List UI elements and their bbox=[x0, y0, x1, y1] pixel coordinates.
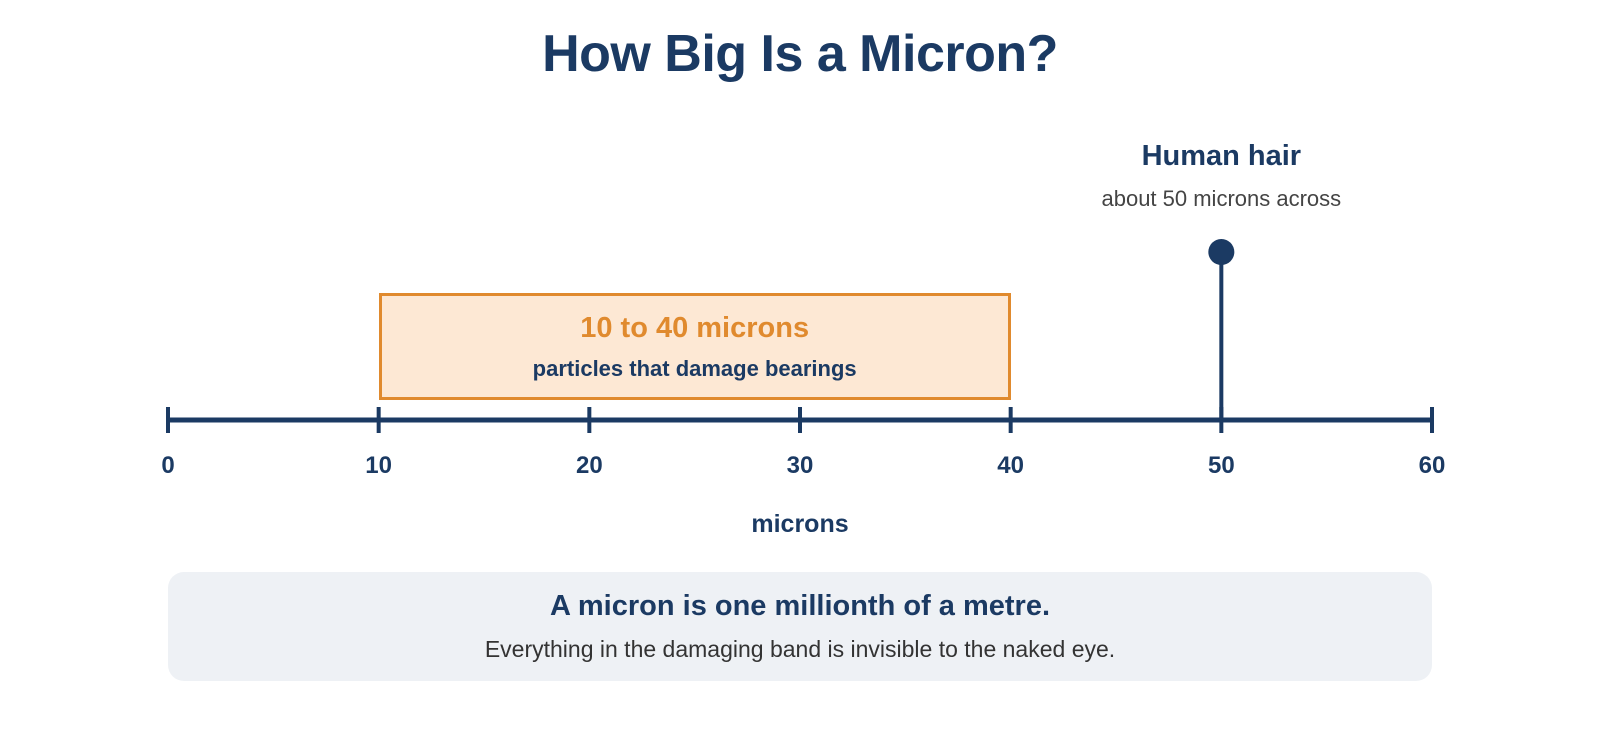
note-title: A micron is one millionth of a metre. bbox=[549, 590, 1051, 622]
x-axis-label: microns bbox=[751, 510, 849, 538]
band-label: 10 to 40 microns bbox=[580, 312, 810, 344]
marker-sublabel: about 50 microns across bbox=[1101, 186, 1342, 211]
info-note: A micron is one millionth of a metre. Ev… bbox=[168, 572, 1432, 681]
tick-label: 0 bbox=[161, 452, 175, 479]
marker-dot bbox=[1208, 239, 1235, 265]
tick-label: 10 bbox=[365, 452, 392, 479]
tick-label: 50 bbox=[1207, 452, 1235, 479]
note-subtitle: Everything in the damaging band is invis… bbox=[484, 636, 1116, 662]
tick-label: 40 bbox=[997, 452, 1024, 479]
axis-ticks bbox=[166, 407, 1434, 433]
band-sublabel: particles that damage bearings bbox=[532, 356, 857, 381]
tick-label: 60 bbox=[1418, 452, 1446, 479]
tick-label: 30 bbox=[786, 452, 814, 479]
marker-label: Human hair bbox=[1141, 140, 1302, 172]
page-title: How Big Is a Micron? bbox=[542, 25, 1058, 83]
tick-label: 20 bbox=[575, 452, 603, 479]
damage-range-band: 10 to 40 microns particles that damage b… bbox=[378, 293, 1011, 400]
